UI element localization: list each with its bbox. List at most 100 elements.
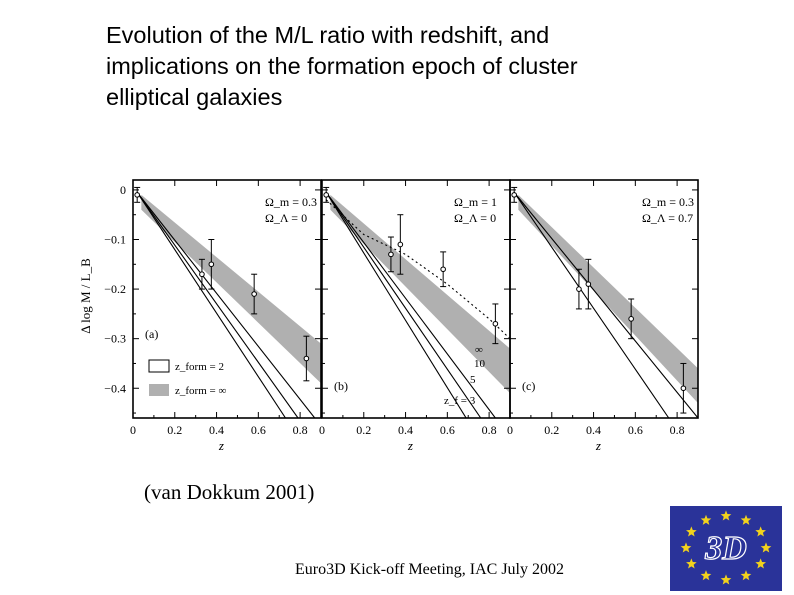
logo-text: 3D <box>704 530 747 567</box>
x-axis-label: z <box>595 438 601 453</box>
logo-star <box>740 570 752 581</box>
logo-star <box>720 574 732 585</box>
data-point <box>585 281 592 287</box>
panel-frame <box>509 179 699 419</box>
panel-tag: (c) <box>522 379 535 393</box>
data-point <box>492 320 499 327</box>
panel-2: 0 0.2 0.4 0.6 0.8 z Ω_m = 1 Ω_Λ = 0 (b) z_f = 3 5 1… <box>319 179 511 453</box>
panel-tag: (b) <box>334 379 348 393</box>
x-tick-label: 0.4 <box>398 423 413 437</box>
cosmology-parameter: Ω_Λ = 0.7 <box>642 211 693 225</box>
data-point <box>303 355 310 362</box>
data-point <box>576 286 582 292</box>
x-tick-label: 0.4 <box>209 423 224 437</box>
data-point <box>397 241 404 248</box>
logo-star <box>760 542 772 553</box>
model-band <box>518 194 698 404</box>
panel-plot-area <box>323 186 510 418</box>
citation: (van Dokkum 2001) <box>144 480 315 504</box>
title-line-1: Evolution of the M/L ratio with redshift… <box>106 22 550 48</box>
legend-label: z_form = ∞ <box>175 385 226 397</box>
x-tick-label: 0.8 <box>670 423 685 437</box>
model-band <box>141 194 321 384</box>
x-tick-label: 0.4 <box>586 423 601 437</box>
data-point <box>440 266 446 273</box>
y-tick-label: −0.1 <box>104 233 126 247</box>
model-line <box>325 192 467 418</box>
model-line <box>136 192 286 418</box>
panel-tag: (a) <box>145 327 158 341</box>
model-line <box>136 192 316 418</box>
formation-redshift-label: 10 <box>474 358 486 370</box>
model-line <box>325 192 482 418</box>
data-point <box>134 192 140 198</box>
legend-label: z_form = 2 <box>175 361 224 373</box>
x-tick-label: 0.6 <box>440 423 455 437</box>
panel-3: 0 0.2 0.4 0.6 0.8 z Ω_m = 0.3 Ω_Λ = 0.7 (c) <box>507 179 699 453</box>
y-tick-label: 0 <box>120 183 126 197</box>
y-tick-labels: 0 −0.1 −0.2 −0.3 −0.4 <box>104 183 126 395</box>
cosmology-parameter: Ω_m = 0.3 <box>265 195 317 209</box>
data-point <box>511 192 517 198</box>
model-line <box>325 192 496 418</box>
panel-frame <box>132 179 322 419</box>
panel-plot-area <box>134 186 321 418</box>
formation-redshift-label: z_f = 3 <box>444 395 476 407</box>
x-tick-label: 0 <box>507 423 513 437</box>
y-tick-label: −0.4 <box>104 381 126 395</box>
formation-redshift-label: 5 <box>470 374 476 386</box>
model-line <box>136 192 299 418</box>
data-point <box>323 192 329 198</box>
slide-title: Evolution of the M/L ratio with redshift… <box>106 20 706 113</box>
legend: z_form = 2 z_form = ∞ <box>148 359 226 397</box>
data-point <box>628 316 634 322</box>
data-point <box>680 385 687 392</box>
cosmology-parameter: Ω_m = 1 <box>454 195 497 209</box>
x-axis-label: z <box>407 438 413 453</box>
model-line <box>513 192 670 418</box>
logo-star <box>755 558 766 569</box>
logo-star <box>700 570 712 581</box>
panel-1: 0 0.2 0.4 0.6 0.8 z Ω_m = 0.3 Ω_Λ = 0 (a) z_form … <box>130 179 322 453</box>
logo-star <box>686 526 697 537</box>
title-line-2: implications on the formation epoch of c… <box>106 53 578 79</box>
footer-text: Euro3D Kick-off Meeting, IAC July 2002 <box>295 561 564 578</box>
y-tick-label: −0.2 <box>104 282 126 296</box>
logo-star <box>686 558 697 569</box>
cosmology-parameter: Ω_Λ = 0 <box>265 211 307 225</box>
cosmology-parameter: Ω_m = 0.3 <box>642 195 694 209</box>
x-tick-label: 0.2 <box>167 423 182 437</box>
panel-plot-area <box>511 186 698 418</box>
cosmology-parameter: Ω_Λ = 0 <box>454 211 496 225</box>
ml-ratio-figure: Δ log M / L_B 0−0.1−0.2−0.3−0.4 0 0.2 0.4 0… <box>78 179 699 453</box>
x-tick-label: 0.6 <box>251 423 266 437</box>
x-axis-label: z <box>218 438 224 453</box>
data-point <box>388 251 394 258</box>
y-axis-label-group: Δ log M / L_B <box>78 258 93 334</box>
legend-box-zform2 <box>148 359 170 373</box>
data-point <box>208 261 215 268</box>
title-line-3: elliptical galaxies <box>106 84 283 110</box>
x-tick-label: 0.8 <box>293 423 308 437</box>
data-point <box>251 291 257 297</box>
euro3d-logo: 3D <box>670 506 782 591</box>
logo-star <box>680 542 692 553</box>
model-band <box>330 194 510 394</box>
x-tick-label: 0 <box>130 423 136 437</box>
logo-star <box>755 526 766 537</box>
model-line <box>513 192 698 418</box>
x-tick-label: 0.8 <box>482 423 497 437</box>
formation-redshift-label: ∞ <box>475 344 483 356</box>
data-point <box>199 271 205 278</box>
x-tick-label: 0.2 <box>544 423 559 437</box>
x-tick-label: 0.6 <box>628 423 643 437</box>
y-tick-label: −0.3 <box>104 332 126 346</box>
logo-star <box>720 510 732 521</box>
chart-panels: 0 0.2 0.4 0.6 0.8 z Ω_m = 0.3 Ω_Λ = 0 (a) z_form … <box>130 179 699 453</box>
legend-band-zform-inf <box>149 384 169 396</box>
x-tick-label: 0 <box>319 423 325 437</box>
x-tick-label: 0.2 <box>356 423 371 437</box>
y-axis-label: Δ log M / L_B <box>78 258 93 334</box>
logo-star <box>700 514 712 525</box>
logo-stars <box>680 510 772 585</box>
